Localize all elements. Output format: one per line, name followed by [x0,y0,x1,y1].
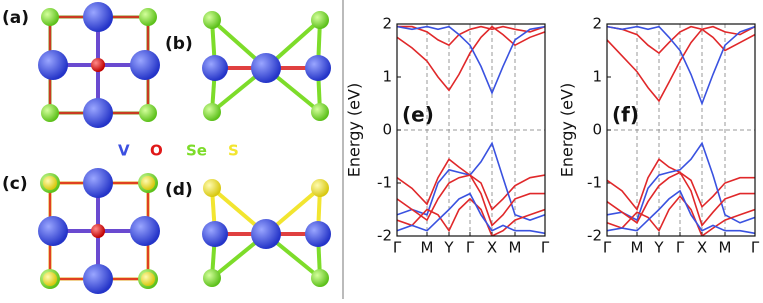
band [607,195,755,236]
band [397,25,545,47]
x-tick-label: Y [653,239,664,257]
x-tick-label: Γ [393,239,402,257]
y-tick-label: 2 [382,15,392,33]
x-tick-label: Γ [466,239,475,257]
band [397,174,545,227]
legend-entry: S [228,142,239,160]
legend-entry: Se [186,142,207,160]
panel-label: (e) [402,103,434,127]
band [397,25,545,95]
x-tick-label: Γ [751,239,760,257]
structure-c [38,168,160,294]
plot-frame [606,23,756,237]
x-tick-label: Γ [676,239,685,257]
y-tick-label: 0 [382,121,392,139]
band [397,192,545,235]
legend-entry: V [118,142,130,160]
x-tick-label: M [631,239,644,257]
band [607,171,755,228]
structure-b [202,11,331,121]
legend: V O Se S [118,142,239,160]
band [607,189,755,235]
x-tick-label: M [719,239,732,257]
y-tick-label: 0 [592,121,602,139]
band [607,28,755,103]
x-tick-label: Y [443,239,454,257]
y-tick-label: -2 [587,227,602,245]
y-tick-label: -1 [377,174,392,192]
y-tick-label: -1 [587,174,602,192]
x-tick-label: M [421,239,434,257]
band [397,158,545,211]
structure-a [38,2,160,128]
band [607,141,755,224]
panel-label: (b) [165,34,193,54]
band [607,158,755,212]
panel-label: (f) [612,103,639,127]
y-tick-label: -2 [377,227,392,245]
y-tick-label: 1 [382,68,392,86]
structure-d [202,179,331,287]
x-tick-label: M [509,239,522,257]
panel-label: (a) [2,8,29,28]
band [397,25,545,92]
panel-label: (d) [165,180,193,200]
legend-entry: O [150,142,163,160]
band [607,25,755,106]
plot-frame [396,23,546,237]
panel-label: (c) [2,174,28,194]
y-axis-label: Energy (eV) [558,83,577,177]
y-axis-label: Energy (eV) [345,83,364,177]
y-tick-label: 1 [592,68,602,86]
band [397,197,545,236]
x-tick-label: X [697,239,707,257]
x-tick-label: Γ [541,239,550,257]
x-tick-label: X [487,239,497,257]
x-tick-label: Γ [603,239,612,257]
band [607,25,755,55]
y-tick-label: 2 [592,15,602,33]
